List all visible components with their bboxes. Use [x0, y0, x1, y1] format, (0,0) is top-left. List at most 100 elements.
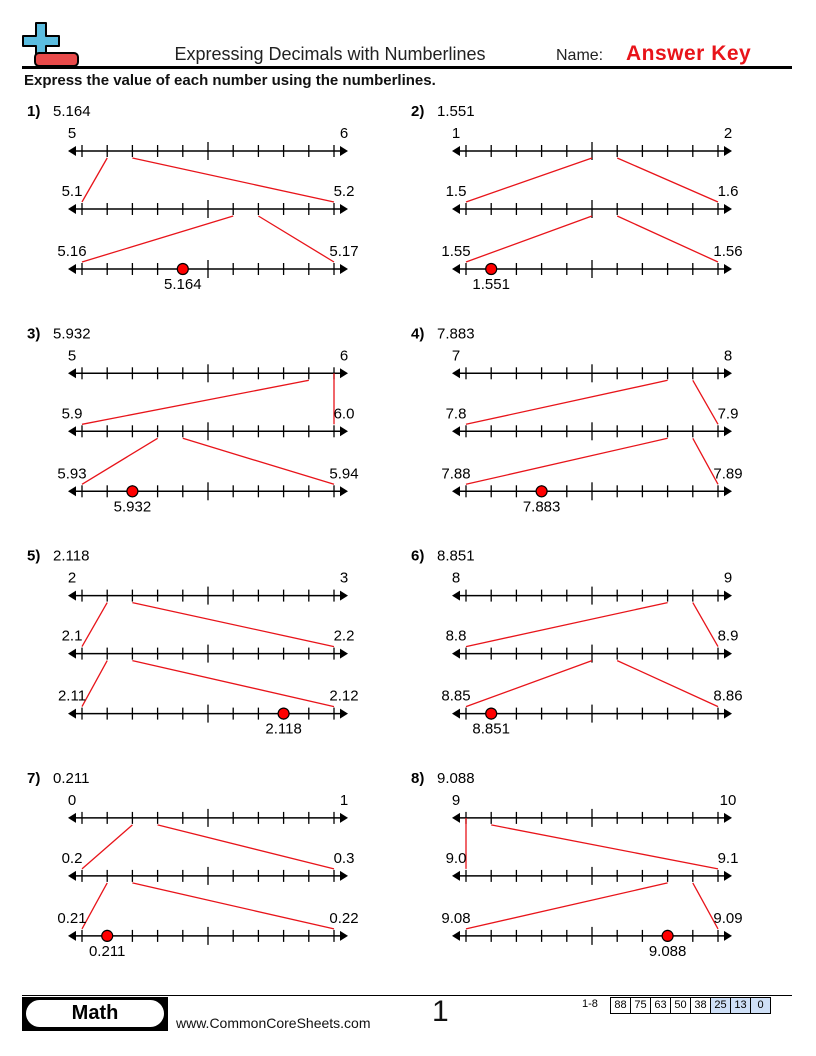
- endpoint-label-left: 9.0: [446, 850, 467, 867]
- arrow-right-icon: [340, 708, 348, 719]
- endpoint-label-right: 9.1: [718, 850, 739, 867]
- arrow-right-icon: [340, 264, 348, 274]
- arrow-left-icon: [452, 264, 460, 274]
- answer-label: 5.164: [164, 276, 202, 293]
- endpoint-label-left: 5: [68, 347, 76, 364]
- arrow-right-icon: [340, 146, 348, 156]
- arrow-right-icon: [340, 368, 348, 379]
- arrow-right-icon: [724, 264, 732, 274]
- zoom-guide-line: [81, 379, 309, 425]
- arrow-left-icon: [452, 708, 460, 719]
- endpoint-label-right: 1.6: [718, 183, 739, 200]
- arrow-right-icon: [340, 486, 348, 497]
- answer-label: 5.932: [114, 498, 152, 515]
- endpoint-label-right: 6.0: [334, 405, 355, 422]
- score-table: 88 75 63 50 38 25 13 0: [610, 997, 771, 1014]
- arrow-left-icon: [68, 146, 76, 156]
- zoom-guide-line: [692, 882, 719, 930]
- arrow-right-icon: [340, 648, 348, 659]
- problem-number: 1): [27, 103, 40, 120]
- answer-dot: [126, 485, 139, 498]
- arrow-left-icon: [68, 204, 76, 214]
- zoom-guide-line: [616, 215, 719, 263]
- site-link[interactable]: www.CommonCoreSheets.com: [176, 1015, 371, 1031]
- arrow-left-icon: [452, 590, 460, 601]
- problem-value: 9.088: [437, 770, 475, 787]
- endpoint-label-right: 8.9: [718, 628, 739, 645]
- zoom-guide-line: [465, 437, 668, 485]
- endpoint-label-left: 5.9: [62, 405, 83, 422]
- answer-label: 1.551: [472, 276, 510, 293]
- endpoint-label-right: 9.09: [713, 910, 742, 927]
- arrow-right-icon: [724, 648, 732, 659]
- arrow-left-icon: [452, 812, 460, 823]
- answer-dot: [176, 262, 189, 276]
- arrow-right-icon: [724, 486, 732, 497]
- endpoint-label-right: 2.12: [329, 688, 358, 705]
- arrow-left-icon: [68, 708, 76, 719]
- endpoint-label-left: 5.1: [62, 183, 83, 200]
- score-cell: 75: [631, 998, 651, 1013]
- zoom-guide-line: [132, 882, 335, 930]
- zoom-guide-line: [465, 215, 593, 263]
- problem-value: 1.551: [437, 103, 475, 120]
- endpoint-label-right: 1: [340, 792, 348, 809]
- arrow-left-icon: [68, 264, 76, 274]
- footer-divider: [22, 995, 792, 996]
- problem-value: 5.932: [53, 325, 91, 342]
- endpoint-label-right: 5.94: [329, 465, 358, 482]
- problem-value: 7.883: [437, 325, 475, 342]
- endpoint-label-right: 8: [724, 347, 732, 364]
- zoom-guide-line: [465, 601, 668, 648]
- problem-value: 2.118: [53, 548, 89, 565]
- score-cell: 13: [731, 998, 751, 1013]
- endpoint-label-left: 7.88: [441, 465, 470, 482]
- endpoint-label-left: 5.16: [57, 243, 86, 260]
- answer-dot: [661, 929, 674, 943]
- endpoint-label-left: 0.21: [57, 910, 86, 927]
- arrow-right-icon: [724, 708, 732, 719]
- endpoint-label-right: 5.17: [329, 243, 358, 260]
- zoom-guide-line: [692, 437, 719, 485]
- zoom-guide-line: [616, 660, 719, 708]
- score-cell: 63: [651, 998, 671, 1013]
- zoom-guide-line: [81, 824, 133, 870]
- endpoint-label-left: 5: [68, 125, 76, 142]
- endpoint-label-left: 1: [452, 125, 460, 142]
- arrow-left-icon: [452, 368, 460, 379]
- endpoint-label-left: 2: [68, 570, 76, 587]
- endpoint-label-left: 9: [452, 792, 460, 809]
- zoom-guide-line: [182, 437, 335, 485]
- problem-number: 8): [411, 770, 424, 787]
- zoom-guide-line: [81, 215, 234, 263]
- arrow-right-icon: [340, 426, 348, 437]
- endpoint-label-right: 9: [724, 570, 732, 587]
- arrow-left-icon: [452, 486, 460, 497]
- answer-label: 0.211: [89, 943, 125, 960]
- endpoint-label-left: 9.08: [441, 910, 470, 927]
- endpoint-label-right: 2.2: [334, 628, 355, 645]
- arrow-left-icon: [68, 486, 76, 497]
- zoom-guide-line: [491, 824, 719, 870]
- zoom-guide-line: [258, 215, 335, 263]
- endpoint-label-right: 2: [724, 125, 732, 142]
- zoom-guide-line: [157, 824, 335, 870]
- zoom-guide-line: [81, 882, 108, 930]
- endpoint-label-right: 7.89: [713, 465, 742, 482]
- endpoint-label-left: 5.93: [57, 465, 86, 482]
- score-cell: 25: [711, 998, 731, 1013]
- answer-dot: [485, 707, 498, 720]
- zoom-guide-line: [465, 379, 668, 425]
- answer-dot: [535, 485, 548, 498]
- endpoint-label-right: 1.56: [713, 243, 742, 260]
- arrow-right-icon: [340, 204, 348, 214]
- arrow-right-icon: [340, 930, 348, 941]
- endpoint-label-left: 7.8: [446, 405, 467, 422]
- zoom-guide-line: [81, 437, 158, 485]
- endpoint-label-left: 8: [452, 570, 460, 587]
- page-number: 1: [432, 995, 449, 1028]
- problem-number: 2): [411, 103, 424, 120]
- score-cell: 0: [751, 998, 770, 1013]
- arrow-left-icon: [68, 930, 76, 941]
